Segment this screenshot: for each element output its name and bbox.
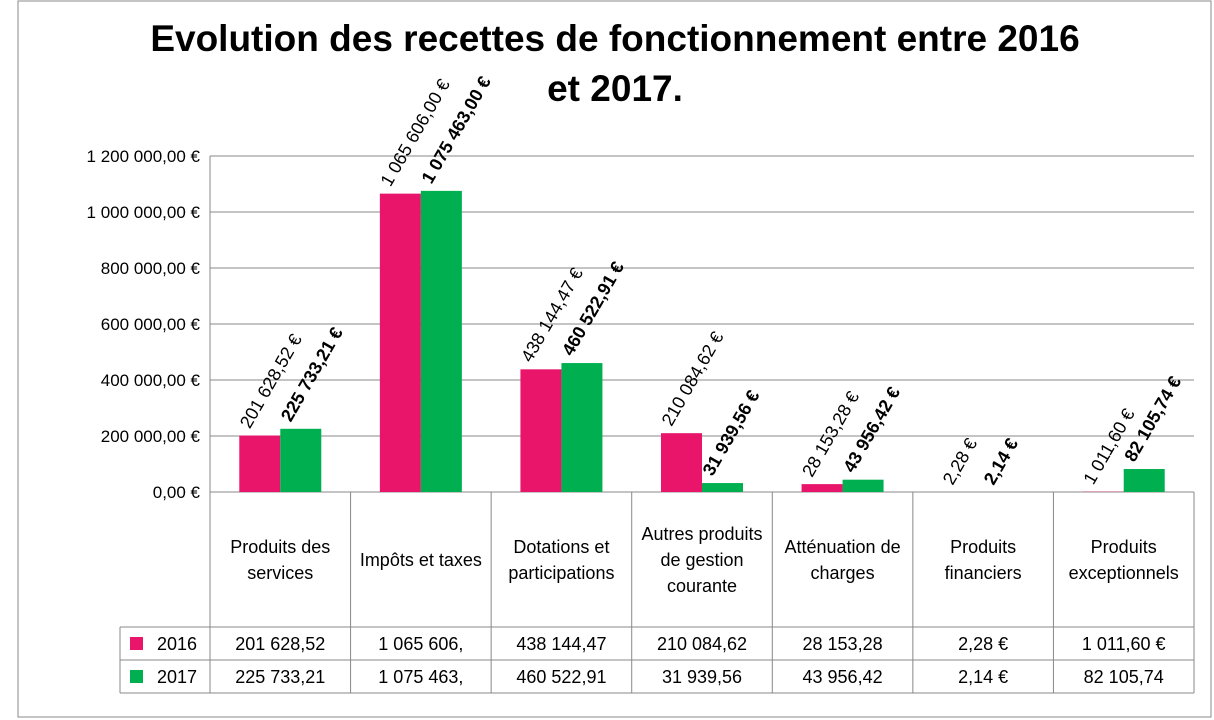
- table-cell: 31 939,56: [661, 666, 743, 687]
- bar: [520, 369, 562, 492]
- table-cell: 201 628,52: [235, 633, 326, 654]
- table-cell: 210 084,62: [656, 633, 748, 654]
- bar: [561, 363, 603, 492]
- bar: [1123, 469, 1165, 492]
- x-tick-label: Dotations et participations: [508, 536, 615, 583]
- bar: [702, 483, 743, 492]
- x-tick-label: Produits financiers: [944, 536, 1022, 583]
- x-tick-label: Atténuation de charges: [784, 536, 901, 583]
- x-tick-label: Autres produits de gestion courante: [641, 523, 763, 596]
- table-cell: 225 733,21: [235, 666, 326, 687]
- x-tick-label: Produits des services: [230, 536, 331, 583]
- y-tick-label: 600 000,00 €: [101, 315, 201, 334]
- legend-label: 2017: [156, 666, 198, 687]
- x-tick-label: Impôts et taxes: [359, 549, 482, 570]
- bar: [239, 435, 281, 492]
- bar: [842, 479, 884, 492]
- legend-swatch: [130, 670, 143, 683]
- bar: [379, 193, 421, 493]
- y-tick-label: 800 000,00 €: [101, 259, 201, 278]
- y-tick-label: 200 000,00 €: [101, 427, 201, 446]
- data-label: 2,14 €: [980, 435, 1022, 488]
- table-cell: 1 065 606,: [378, 633, 464, 654]
- bar: [801, 484, 843, 492]
- bar: [420, 190, 462, 492]
- data-label: 2,28 €: [939, 435, 981, 488]
- bar: [280, 428, 322, 492]
- y-tick-label: 1 000 000,00 €: [87, 203, 201, 222]
- data-label: 31 939,56 €: [699, 387, 764, 479]
- legend-swatch: [130, 637, 143, 650]
- bar: [661, 433, 702, 492]
- table-cell: 1 011,60 €: [1081, 633, 1166, 654]
- table-cell: 1 075 463,: [378, 666, 464, 687]
- legend-label: 2016: [156, 633, 198, 654]
- x-tick-label: Produits exceptionnels: [1068, 536, 1179, 583]
- y-tick-label: 0,00 €: [153, 483, 201, 502]
- table-cell: 460 522,91: [516, 666, 607, 687]
- table-cell: 28 153,28: [802, 633, 883, 654]
- table-cell: 2,14 €: [958, 666, 1009, 687]
- chart-title: Evolution des recettes de fonctionnement…: [150, 18, 1080, 109]
- table-cell: 82 105,74: [1083, 666, 1164, 687]
- table-cell: 438 144,47: [516, 633, 607, 654]
- table-cell: 43 956,42: [802, 666, 883, 687]
- y-tick-label: 400 000,00 €: [101, 371, 201, 390]
- data-label: 210 084,62 €: [658, 328, 728, 429]
- chart-border: [17, 0, 1212, 718]
- table-cell: 2,28 €: [958, 633, 1009, 654]
- y-tick-label: 1 200 000,00 €: [87, 147, 201, 166]
